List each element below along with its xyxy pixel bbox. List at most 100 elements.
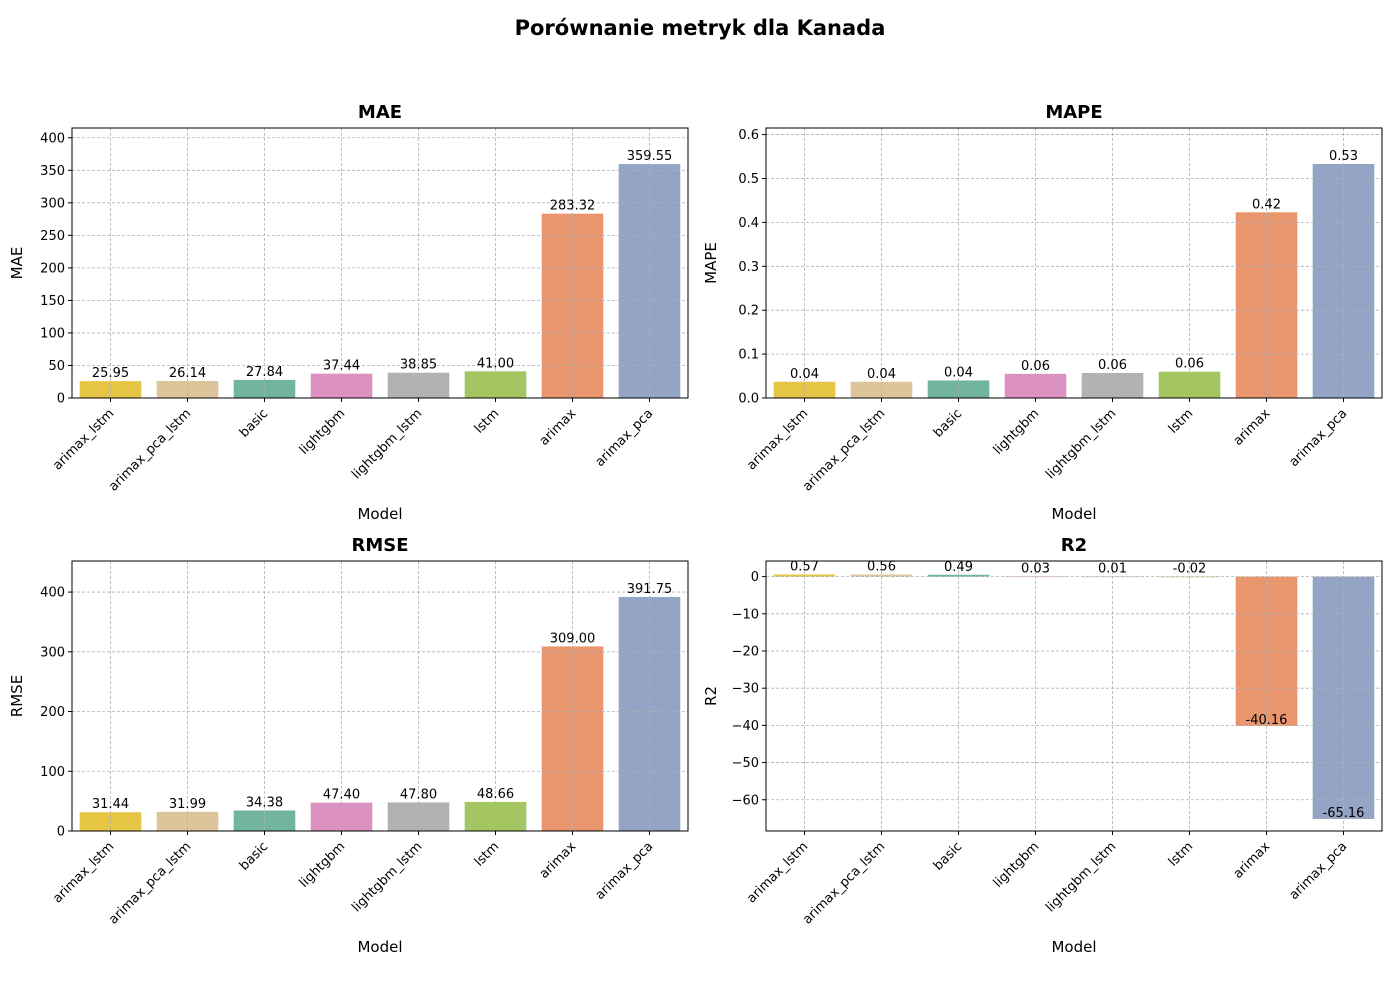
y-tick-label: 0.4 bbox=[738, 216, 759, 231]
data-label: 31.99 bbox=[169, 797, 206, 812]
x-tick-label: arimax_pca_lstm bbox=[106, 406, 194, 494]
x-tick-label: basic bbox=[237, 839, 271, 873]
x-tick-label: lstm bbox=[1166, 406, 1197, 437]
data-label: 359.55 bbox=[627, 149, 673, 164]
data-label: 0.01 bbox=[1098, 562, 1127, 577]
y-tick-label: 0.1 bbox=[738, 348, 759, 363]
x-tick-label: arimax bbox=[1231, 839, 1274, 882]
data-label: 0.49 bbox=[944, 560, 973, 575]
figure-title: Porównanie metryk dla Kanada bbox=[514, 16, 886, 40]
x-tick-label: lightgbm bbox=[991, 406, 1043, 458]
plot-frame bbox=[765, 560, 1383, 832]
y-axis-label: MAE bbox=[8, 247, 26, 280]
y-tick-label: 0 bbox=[751, 570, 759, 585]
y-tick-label: −30 bbox=[732, 682, 759, 697]
data-label: 0.56 bbox=[867, 560, 896, 575]
x-tick-label: basic bbox=[237, 406, 271, 440]
chart-panel-mae: 050100150200250300350400arimax_lstmarima… bbox=[8, 102, 689, 523]
bar-arimax_lstm bbox=[773, 574, 836, 577]
y-tick-label: 200 bbox=[40, 261, 65, 276]
data-label: 0.06 bbox=[1021, 359, 1050, 374]
y-tick-label: 0.5 bbox=[738, 172, 759, 187]
chart-panel-mape: 0.00.10.20.30.40.50.6arimax_lstmarimax_p… bbox=[702, 102, 1383, 523]
data-label: 25.95 bbox=[92, 366, 129, 381]
x-axis-label: Model bbox=[1051, 938, 1096, 956]
data-label: 34.38 bbox=[246, 795, 283, 810]
y-axis-label: R2 bbox=[702, 686, 720, 706]
x-tick-label: lightgbm bbox=[297, 839, 349, 891]
data-label: 309.00 bbox=[550, 631, 596, 646]
data-label: 0.04 bbox=[867, 367, 896, 382]
y-tick-label: 0.6 bbox=[738, 128, 759, 143]
data-label: 391.75 bbox=[627, 582, 673, 597]
x-axis-label: Model bbox=[357, 938, 402, 956]
data-label: 0.03 bbox=[1021, 562, 1050, 577]
y-tick-label: −50 bbox=[732, 756, 759, 771]
data-label: 31.44 bbox=[92, 797, 129, 812]
plot-frame bbox=[71, 560, 689, 832]
data-label: 0.04 bbox=[790, 367, 819, 382]
x-tick-label: basic bbox=[931, 839, 965, 873]
y-axis-label: RMSE bbox=[8, 675, 26, 717]
panel-title: R2 bbox=[1061, 535, 1087, 556]
data-label: 47.80 bbox=[400, 787, 437, 802]
y-tick-label: 350 bbox=[40, 164, 65, 179]
panel-title: RMSE bbox=[351, 535, 408, 556]
x-axis-label: Model bbox=[1051, 505, 1096, 523]
y-tick-label: 0.3 bbox=[738, 260, 759, 275]
x-tick-label: arimax bbox=[537, 406, 580, 449]
x-tick-label: arimax bbox=[537, 839, 580, 882]
data-label: -0.02 bbox=[1173, 562, 1207, 577]
x-tick-label: arimax_lstm bbox=[744, 406, 811, 473]
x-tick-label: arimax_pca bbox=[1287, 839, 1351, 903]
y-tick-label: −20 bbox=[732, 645, 759, 660]
y-tick-label: 400 bbox=[40, 586, 65, 601]
y-tick-label: 50 bbox=[48, 359, 65, 374]
x-tick-label: basic bbox=[931, 406, 965, 440]
x-tick-label: arimax_lstm bbox=[50, 406, 117, 473]
data-label: -65.16 bbox=[1323, 806, 1365, 821]
y-tick-label: 250 bbox=[40, 229, 65, 244]
x-tick-label: lightgbm_lstm bbox=[349, 839, 425, 915]
bar-basic bbox=[233, 810, 296, 831]
x-tick-label: arimax_pca_lstm bbox=[800, 406, 888, 494]
y-tick-label: 0 bbox=[57, 825, 65, 840]
x-tick-label: lightgbm_lstm bbox=[349, 406, 425, 482]
x-tick-label: lstm bbox=[472, 839, 503, 870]
data-label: 27.84 bbox=[246, 365, 283, 380]
panel-title: MAE bbox=[358, 102, 402, 123]
y-tick-label: 0.0 bbox=[738, 392, 759, 407]
data-label: 47.40 bbox=[323, 788, 360, 803]
x-tick-label: lstm bbox=[472, 406, 503, 437]
x-tick-label: arimax_lstm bbox=[50, 839, 117, 906]
x-tick-label: lightgbm bbox=[297, 406, 349, 458]
x-axis-label: Model bbox=[357, 505, 402, 523]
data-label: 48.66 bbox=[477, 787, 514, 802]
x-tick-label: arimax_pca_lstm bbox=[800, 839, 888, 927]
data-label: 26.14 bbox=[169, 366, 206, 381]
plot-frame bbox=[71, 127, 689, 399]
data-label: 283.32 bbox=[550, 199, 596, 214]
data-label: 0.42 bbox=[1252, 197, 1281, 212]
data-label: 41.00 bbox=[477, 356, 514, 371]
x-tick-label: lightgbm_lstm bbox=[1043, 839, 1119, 915]
data-label: 0.57 bbox=[790, 560, 819, 575]
x-tick-label: arimax_pca bbox=[593, 406, 657, 470]
y-tick-label: 400 bbox=[40, 131, 65, 146]
x-tick-label: lightgbm bbox=[991, 839, 1043, 891]
y-tick-label: 0 bbox=[57, 392, 65, 407]
plot-frame bbox=[765, 127, 1383, 399]
y-tick-label: −60 bbox=[732, 793, 759, 808]
data-label: 0.06 bbox=[1098, 358, 1127, 373]
data-label: 0.53 bbox=[1329, 149, 1358, 164]
y-tick-label: −10 bbox=[732, 607, 759, 622]
x-tick-label: lstm bbox=[1166, 839, 1197, 870]
chart-panel-r2: 0−10−20−30−40−50−60arimax_lstmarimax_pca… bbox=[702, 535, 1383, 956]
y-tick-label: 150 bbox=[40, 294, 65, 309]
data-label: 38.85 bbox=[400, 358, 437, 373]
y-tick-label: 100 bbox=[40, 765, 65, 780]
x-tick-label: arimax_pca_lstm bbox=[106, 839, 194, 927]
